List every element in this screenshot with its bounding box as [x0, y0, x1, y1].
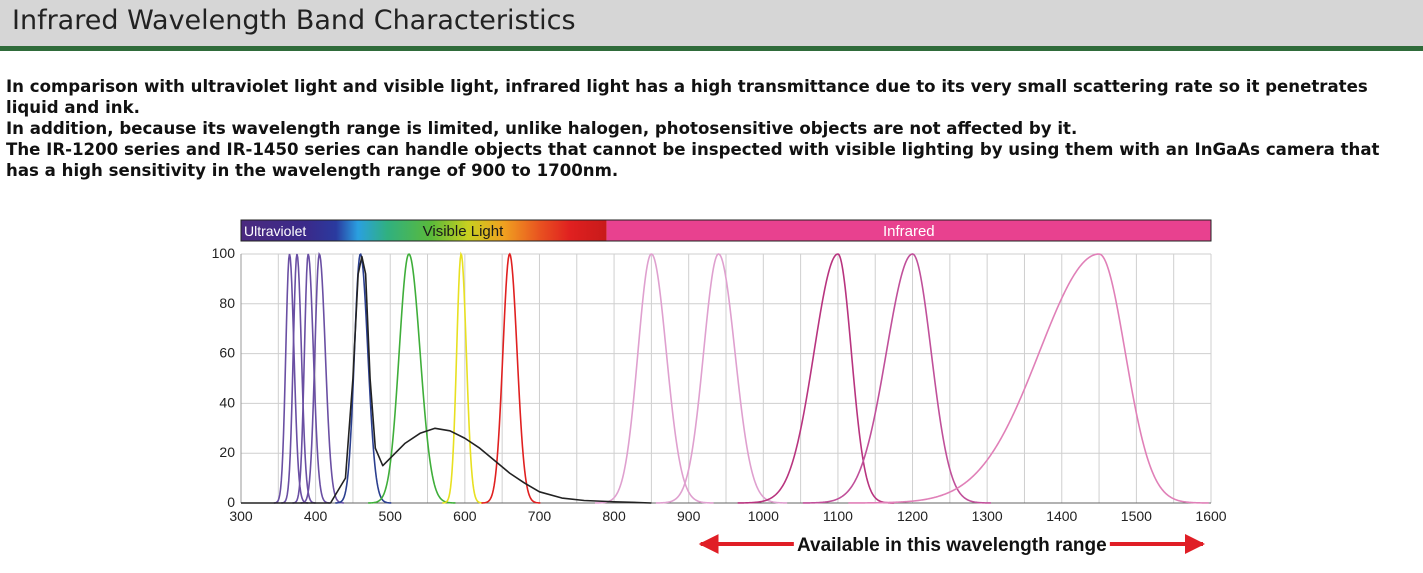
y-tick-label: 40: [219, 394, 235, 410]
series-line: [368, 253, 456, 504]
page-title: Infrared Wavelength Band Characteristics: [12, 5, 576, 36]
intro-paragraph-2: In addition, because its wavelength rang…: [6, 119, 1078, 138]
y-tick-label: 0: [227, 494, 235, 510]
series-line-white-led: [241, 255, 652, 504]
x-tick-label: 1600: [1195, 508, 1226, 524]
spectrum-bar-border: [240, 219, 1212, 242]
spectrum-label-visible: Visible Light: [423, 223, 504, 240]
x-tick-label: 1100: [823, 508, 853, 524]
spectrum-bar: Ultraviolet Visible Light Infrared: [240, 219, 1212, 242]
range-annotation: Available in this wavelength range: [698, 534, 1205, 556]
series-line: [442, 251, 483, 504]
x-tick-label: 1000: [748, 508, 779, 524]
x-tick-label: 800: [602, 508, 626, 524]
header-bar: Infrared Wavelength Band Characteristics: [0, 0, 1423, 51]
spectrum-uv-visible-band: [241, 220, 607, 241]
chart-series: [241, 251, 1209, 504]
chart-axes: 300 400 500 600 700 800 900 1000 1100 1200 1300 140…: [212, 245, 1227, 524]
spectrum-label-infrared: Infrared: [883, 223, 935, 240]
series-line: [281, 253, 316, 504]
series-line: [737, 253, 895, 504]
x-tick-label: 1500: [1121, 508, 1152, 524]
y-tick-label: 20: [219, 444, 235, 460]
series-line: [481, 252, 541, 504]
spectrum-label-ultraviolet: Ultraviolet: [244, 223, 306, 239]
series-line: [335, 252, 392, 504]
chart-container: Ultraviolet Visible Light Infrared 300 400 5…: [0, 212, 1423, 569]
series-line: [300, 252, 344, 504]
x-tick-label: 1400: [1046, 508, 1077, 524]
series-line: [848, 253, 1209, 504]
intro-text: In comparison with ultraviolet light and…: [6, 76, 1416, 181]
wavelength-chart: Ultraviolet Visible Light Infrared 300 400 5…: [212, 219, 1227, 556]
series-line: [273, 253, 309, 504]
x-tick-label: 1200: [897, 508, 928, 524]
series-line: [655, 253, 788, 504]
x-tick-label: 400: [304, 508, 328, 524]
x-tick-label: 700: [528, 508, 552, 524]
x-tick-label: 900: [677, 508, 701, 524]
y-tick-label: 60: [219, 345, 235, 361]
y-tick-label: 80: [219, 295, 235, 311]
x-tick-label: 500: [379, 508, 403, 524]
series-line: [292, 253, 330, 504]
x-tick-label: 300: [229, 508, 253, 524]
series-line: [594, 253, 714, 504]
y-tick-label: 100: [212, 245, 236, 261]
spectrum-infrared-band: [606, 220, 1211, 241]
x-tick-label: 600: [453, 508, 477, 524]
intro-paragraph-3: The IR-1200 series and IR-1450 series ca…: [6, 140, 1380, 180]
intro-paragraph-1: In comparison with ultraviolet light and…: [6, 77, 1368, 117]
annotation-text: Available in this wavelength range: [797, 535, 1107, 556]
series-line: [802, 253, 991, 504]
x-tick-label: 1300: [972, 508, 1003, 524]
